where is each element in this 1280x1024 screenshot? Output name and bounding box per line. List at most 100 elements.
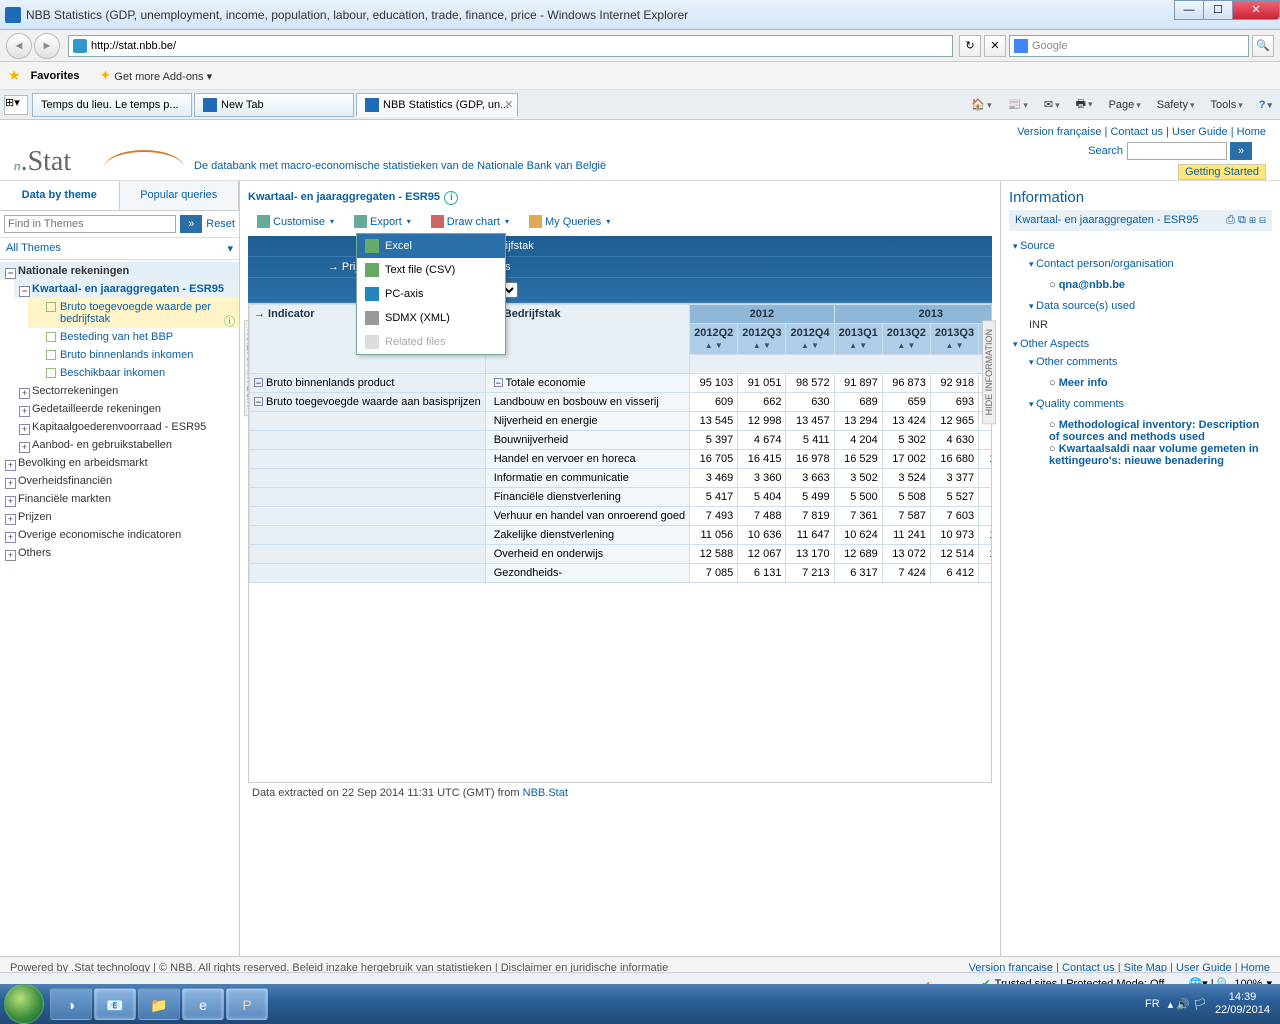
browser-tab-3[interactable]: NBB Statistics (GDP, un...✕	[356, 93, 518, 117]
page-menu[interactable]: Page	[1105, 97, 1145, 113]
address-bar[interactable]: http://stat.nbb.be/	[68, 35, 953, 57]
sec-contact[interactable]: Contact person/organisation	[1029, 255, 1268, 273]
tray-clock[interactable]: 14:3922/09/2014	[1215, 991, 1270, 1017]
tree-leaf-3[interactable]: Beschikbaar inkomen	[28, 364, 239, 382]
tree-root-5[interactable]: Overige economische indicatoren	[0, 526, 239, 544]
customise-button[interactable]: Customise	[248, 211, 343, 232]
quarter-header[interactable]: 2013Q1▲ ▼	[834, 324, 882, 355]
browser-tab-2[interactable]: New Tab	[194, 93, 354, 117]
quarter-header[interactable]: 2013Q3▲ ▼	[930, 324, 978, 355]
favorites-label[interactable]: Favorites	[31, 70, 80, 82]
quarter-header[interactable]: 2012Q2▲ ▼	[690, 324, 738, 355]
link-contact[interactable]: Contact us	[1110, 126, 1163, 138]
maximize-button[interactable]: ☐	[1203, 0, 1233, 20]
taskbar-explorer[interactable]: 📁	[138, 988, 180, 1020]
hide-information-toggle[interactable]: HIDE INFORMATION	[982, 320, 996, 424]
mail-button[interactable]: ✉	[1040, 96, 1064, 113]
tree-root-1[interactable]: Bevolking en arbeidsmarkt	[0, 454, 239, 472]
site-search-button[interactable]: »	[1230, 142, 1252, 160]
col-bedrijfstak[interactable]: → Bedrijfstak	[485, 305, 689, 374]
tree-root-4[interactable]: Prijzen	[0, 508, 239, 526]
tree-leaf-0[interactable]: Bruto toegevoegde waarde per bedrijfstak…	[28, 298, 239, 328]
data-cell: 5 302	[882, 431, 930, 450]
search-box[interactable]: Google	[1009, 35, 1249, 57]
tree-sib-3[interactable]: Aanbod- en gebruikstabellen	[14, 436, 239, 454]
safety-menu[interactable]: Safety	[1153, 97, 1199, 113]
close-button[interactable]: ✕	[1232, 0, 1280, 20]
link-home[interactable]: Home	[1237, 126, 1266, 138]
tab-popular-queries[interactable]: Popular queries	[120, 181, 240, 210]
meer-info-link[interactable]: Meer info	[1059, 377, 1108, 389]
favorites-star-icon[interactable]: ★	[8, 67, 21, 84]
info-icon[interactable]: i	[444, 191, 458, 205]
info-icons[interactable]: ⎙ ⧉ ⊞ ⊟	[1226, 214, 1266, 227]
export-button[interactable]: Export	[345, 211, 420, 232]
close-tab-icon[interactable]: ✕	[504, 98, 513, 111]
help-button[interactable]: ?	[1255, 97, 1276, 113]
tray-icons[interactable]: ▴ 🔊 🏳	[1168, 998, 1207, 1011]
taskbar-ie[interactable]: e	[182, 988, 224, 1020]
tree-sib-1[interactable]: Gedetailleerde rekeningen	[14, 400, 239, 418]
tree-root-6[interactable]: Others	[0, 544, 239, 562]
taskbar-ppt[interactable]: P	[226, 988, 268, 1020]
my-queries-button[interactable]: My Queries	[520, 211, 619, 232]
addons-link[interactable]: Get more Add-ons ▾	[114, 71, 212, 83]
link-guide[interactable]: User Guide	[1172, 126, 1228, 138]
find-themes-button[interactable]: »	[180, 215, 202, 233]
tree-leaf-1[interactable]: Besteding van het BBP	[28, 328, 239, 346]
taskbar-outlook[interactable]: 📧	[94, 988, 136, 1020]
quarter-header[interactable]: 2013Q2▲ ▼	[882, 324, 930, 355]
tab-data-by-theme[interactable]: Data by theme	[0, 181, 120, 210]
data-cell: 3 360	[738, 469, 786, 488]
export-sdmx[interactable]: SDMX (XML)	[357, 306, 505, 330]
tree-sib-0[interactable]: Sectorrekeningen	[14, 382, 239, 400]
reset-link[interactable]: Reset	[206, 218, 235, 230]
home-button[interactable]: 🏠	[967, 96, 995, 113]
data-cell: 10 973	[930, 526, 978, 545]
quarter-header[interactable]: 2012Q3▲ ▼	[738, 324, 786, 355]
tree-root[interactable]: Nationale rekeningen	[0, 262, 239, 280]
refresh-button[interactable]: ↻	[959, 35, 981, 57]
tools-menu[interactable]: Tools	[1207, 97, 1247, 113]
dataset-title: Kwartaal- en jaaraggregaten - ESR95 i	[248, 185, 992, 207]
tray-lang[interactable]: FR	[1145, 998, 1160, 1010]
quality-link-0[interactable]: Methodological inventory: Description of…	[1049, 419, 1259, 443]
feeds-button[interactable]: 📰	[1004, 96, 1032, 113]
favorites-bar: ★ Favorites ✦ Get more Add-ons ▾	[0, 62, 1280, 90]
sec-othercom[interactable]: Other comments	[1029, 353, 1268, 371]
taskbar-wmp[interactable]: ◑	[50, 988, 92, 1020]
tree-sib-2[interactable]: Kapitaalgoederenvoorraad - ESR95	[14, 418, 239, 436]
tree-root-3[interactable]: Financiële markten	[0, 490, 239, 508]
start-button[interactable]	[4, 984, 44, 1024]
back-button[interactable]: ◄	[6, 33, 32, 59]
nbbstat-link[interactable]: NBB.Stat	[523, 787, 568, 799]
sec-source[interactable]: Source	[1013, 237, 1268, 255]
link-fr[interactable]: Version française	[1017, 126, 1101, 138]
site-search-input[interactable]	[1127, 142, 1227, 160]
quarter-header[interactable]: 2012Q4▲ ▼	[786, 324, 834, 355]
tree-lvl1[interactable]: Kwartaal- en jaaraggregaten - ESR95	[14, 280, 239, 298]
data-cell: 6 131	[738, 564, 786, 583]
contact-email[interactable]: qna@nbb.be	[1059, 279, 1125, 291]
print-button[interactable]: 🖶	[1072, 93, 1097, 116]
forward-button[interactable]: ►	[34, 33, 60, 59]
tree-leaf-2[interactable]: Bruto binnenlands inkomen	[28, 346, 239, 364]
all-themes-dropdown[interactable]: All Themes▾	[0, 238, 239, 260]
sec-datasrc[interactable]: Data source(s) used	[1029, 297, 1268, 315]
sec-quality[interactable]: Quality comments	[1029, 395, 1268, 413]
find-themes-input[interactable]	[4, 215, 176, 233]
browser-tab-1[interactable]: Temps du lieu. Le temps p...	[32, 93, 192, 117]
sec-other[interactable]: Other Aspects	[1013, 335, 1268, 353]
export-csv[interactable]: Text file (CSV)	[357, 258, 505, 282]
search-go-button[interactable]: 🔍	[1252, 35, 1274, 57]
quick-tabs-button[interactable]: ⊞▾	[4, 95, 28, 115]
export-pcaxis[interactable]: PC-axis	[357, 282, 505, 306]
minimize-button[interactable]: —	[1174, 0, 1204, 20]
tree-root-2[interactable]: Overheidsfinanciën	[0, 472, 239, 490]
stop-button[interactable]: ✕	[984, 35, 1006, 57]
export-excel[interactable]: Excel	[357, 234, 505, 258]
data-cell: 5 411	[786, 431, 834, 450]
getting-started-button[interactable]: Getting Started	[1178, 164, 1266, 180]
draw-chart-button[interactable]: Draw chart	[422, 211, 518, 232]
quality-link-1[interactable]: Kwartaalsaldi naar volume gemeten in ket…	[1049, 443, 1259, 467]
